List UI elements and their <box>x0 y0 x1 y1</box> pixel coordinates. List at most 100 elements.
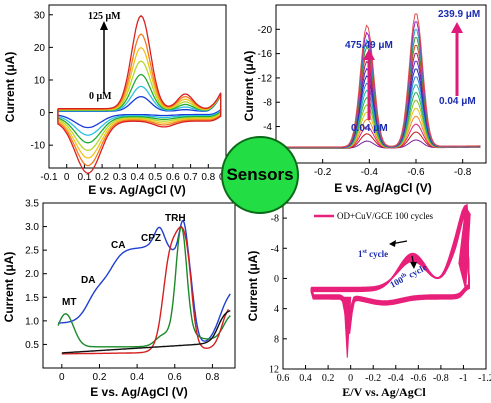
y-tick-label: -16 <box>258 49 273 60</box>
y-tick-label: 20 <box>34 43 46 54</box>
panel-1-ylabel: Current (μA) <box>3 52 17 123</box>
y-tick-label: 3.5 <box>25 199 39 210</box>
y-tick-label: 0 <box>39 108 45 119</box>
y-tick-label: 30 <box>34 10 46 21</box>
y-tick-label: 3.0 <box>25 222 39 233</box>
sensors-badge: Sensors <box>221 136 299 214</box>
y-tick-label: 2.0 <box>25 269 39 280</box>
panel-1-curves <box>57 14 222 174</box>
panel-2-curves <box>280 13 481 149</box>
x-tick-label: 0.1 <box>77 172 91 183</box>
y-tick-label: -10 <box>31 141 46 152</box>
x-tick-label: 0 <box>64 172 70 183</box>
x-tick-label: 0.6 <box>168 372 182 383</box>
y-tick-label: 0 <box>274 274 279 285</box>
x-tick-label: -0.4 <box>388 373 404 384</box>
panel-4-frame <box>282 202 487 370</box>
panel-2-arrowhead-left <box>363 49 375 60</box>
y-tick-label: 0.5 <box>25 340 39 351</box>
annotation-cpz: CPZ <box>141 233 161 244</box>
x-tick-label: -0.2 <box>365 373 381 384</box>
panel-2-ylabel: Current (μA) <box>242 51 256 122</box>
annotation-475-um: 475.49 μM <box>345 40 393 51</box>
x-tick-label: 0.4 <box>131 172 145 183</box>
x-tick-label: 0.2 <box>95 172 109 183</box>
x-tick-label: 0.6 <box>277 373 290 384</box>
panel-4-curves <box>310 203 471 358</box>
x-tick-label: 0.6 <box>166 172 180 183</box>
cv-curve <box>57 14 222 174</box>
panel-3-xlabel: E vs. Ag/AgCl (V) <box>90 385 188 399</box>
panel-2-xlabel: E vs. Ag/AgCl (V) <box>334 181 432 195</box>
panel-4-ylabel: Current (μA) <box>246 251 260 322</box>
x-tick-label: 0.8 <box>205 372 219 383</box>
cycle-spike <box>343 296 352 358</box>
annotation-125-um: 125 μM <box>88 11 121 22</box>
panel-3-ylabel: Current (μA) <box>2 252 16 323</box>
annotation-da: DA <box>81 275 95 286</box>
panel-2-arrowhead-right <box>451 22 463 33</box>
x-tick-label: 0.7 <box>184 172 198 183</box>
x-tick-label: -0.1 <box>40 172 58 183</box>
x-tick-label: -1 <box>459 373 467 384</box>
x-tick-label: -0.4 <box>361 167 379 178</box>
annotation-ca: CA <box>111 240 125 251</box>
y-tick-label: -4 <box>263 122 272 133</box>
x-tick-label: 0.2 <box>93 372 107 383</box>
panel-4-multicycle-chart: 0.6 0.4 0.2 0 -0.2 -0.4 -0.6 -0.8 -1 -1.2 -8 -4 0 4 8 1… <box>246 202 491 399</box>
x-tick-label: 0.4 <box>130 372 144 383</box>
x-tick-label: -0.8 <box>433 373 449 384</box>
panel-2-dpv-chart: -0.2-0.4-0.6-0.80-4-8-12-16-20 475.49 μM… <box>242 4 487 195</box>
cv-curve <box>57 95 222 129</box>
y-tick-label: 2.5 <box>25 246 39 257</box>
panel-4-legend: OD+CuV/GCE 100 cycles <box>314 211 434 221</box>
y-tick-label: 1.0 <box>25 316 39 327</box>
annotation-first-cycle: 1st cycle <box>358 249 388 259</box>
panel-3-multianalyte-chart: 0 0.2 0.4 0.6 0.8 0.5 1.0 1.5 2.0 2.5 3.0 3.5 MT DA… <box>2 199 236 399</box>
panel-4-xlabel: E/V vs. Ag/AgCl <box>342 385 426 399</box>
cycle-curve <box>310 203 470 334</box>
x-tick-label: 0.3 <box>113 172 127 183</box>
x-tick-label: -1.2 <box>478 373 491 384</box>
legend-label: OD+CuV/GCE 100 cycles <box>337 211 434 221</box>
panel-2-ticks: -0.2-0.4-0.6-0.80-4-8-12-16-20 <box>258 25 472 178</box>
x-tick-label: -0.6 <box>407 167 425 178</box>
dpv-curve <box>280 13 481 148</box>
y-tick-label: -8 <box>271 214 279 225</box>
annotation-trh: TRH <box>165 213 186 224</box>
panel-1-cv-chart: -0.100.10.20.30.40.50.60.70.80.9-1001020… <box>3 4 233 197</box>
x-tick-label: -0.8 <box>454 167 472 178</box>
annotation-0-um: 0 μM <box>89 91 112 102</box>
y-tick-label: -12 <box>258 73 273 84</box>
analyte-curve <box>61 226 230 355</box>
x-tick-label: 0.4 <box>299 373 312 384</box>
y-tick-label: -8 <box>263 98 272 109</box>
y-tick-label: 10 <box>34 75 46 86</box>
x-tick-label: -0.6 <box>410 373 426 384</box>
analyte-curve <box>57 225 231 348</box>
annotation-0-04-um-left: 0.04 μM <box>351 123 388 134</box>
panel-4-ticks: 0.6 0.4 0.2 0 -0.2 -0.4 -0.6 -0.8 -1 -1.2 -8 -4 0 4 8 1… <box>269 214 491 384</box>
annotation-mt: MT <box>62 297 76 308</box>
x-tick-label: 0.5 <box>148 172 162 183</box>
cycle-wall <box>458 205 471 290</box>
x-tick-label: -0.2 <box>314 167 332 178</box>
panel-3-curves <box>57 219 231 355</box>
y-tick-label: 12 <box>269 365 279 376</box>
annotation-239-um: 239.9 μM <box>438 9 480 20</box>
cv-curve <box>57 33 222 167</box>
panel-2-frame <box>275 4 487 164</box>
x-tick-label: 0 <box>348 373 353 384</box>
annotation-0-04-um-right: 0.04 μM <box>439 96 476 107</box>
x-tick-label: 0 <box>59 372 65 383</box>
y-tick-label: 8 <box>274 334 279 345</box>
analyte-curve <box>61 309 231 354</box>
panel-4-arrowhead-first <box>389 240 396 247</box>
y-tick-label: 4 <box>274 304 279 315</box>
analyte-curve <box>58 219 231 342</box>
panel-4-arrowhead-100th <box>410 262 417 269</box>
y-tick-label: 1.5 <box>25 293 39 304</box>
panel-3-frame <box>42 202 236 369</box>
